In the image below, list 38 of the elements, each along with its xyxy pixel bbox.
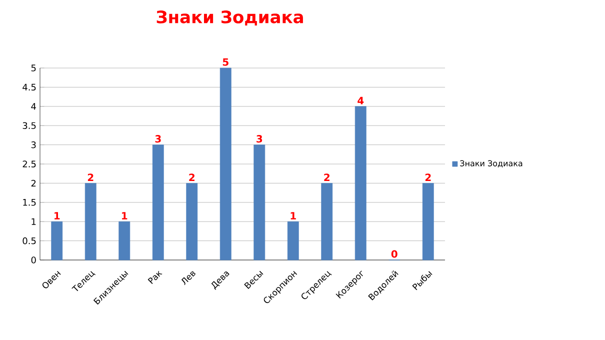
- y-tick-label: 3.5: [22, 122, 36, 130]
- x-tick-label: Рак: [148, 270, 162, 284]
- bar: [254, 144, 266, 260]
- y-tick-label: 1: [32, 218, 36, 225]
- data-label: 2: [324, 174, 330, 181]
- bar: [186, 183, 198, 260]
- bar: [321, 183, 333, 260]
- data-label: 3: [256, 135, 262, 143]
- data-label: 1: [54, 212, 60, 220]
- data-label: 4: [358, 96, 364, 104]
- y-tick-label: 0: [31, 256, 36, 264]
- y-tick-label: 2: [31, 180, 36, 187]
- data-label: 2: [425, 174, 431, 181]
- data-label: 2: [88, 174, 94, 181]
- bar: [220, 68, 232, 260]
- bar: [287, 221, 299, 260]
- bar: [84, 183, 96, 260]
- y-tick-label: 3: [31, 141, 36, 148]
- data-label: 3: [155, 135, 161, 143]
- data-label: 1: [122, 212, 128, 220]
- data-label: 5: [222, 58, 228, 66]
- data-label: 0: [391, 250, 398, 258]
- chart-title: Знаки Зодиака: [156, 10, 303, 26]
- bar: [422, 183, 434, 260]
- bar: [152, 144, 164, 260]
- bar: [354, 106, 366, 260]
- x-tick-label: Лев: [181, 271, 196, 286]
- y-tick-label: 0.5: [22, 237, 36, 244]
- bar: [51, 221, 63, 260]
- bar: [118, 221, 130, 260]
- y-tick-label: 4.5: [22, 84, 36, 91]
- data-label: 1: [290, 212, 296, 220]
- y-tick-label: 2.5: [22, 160, 36, 168]
- y-tick-label: 4: [31, 103, 36, 110]
- y-tick-label: 5: [31, 64, 36, 72]
- data-label: 2: [189, 174, 194, 181]
- y-tick-label: 1.5: [23, 199, 36, 206]
- legend-label: Знаки Зодиака: [460, 160, 522, 168]
